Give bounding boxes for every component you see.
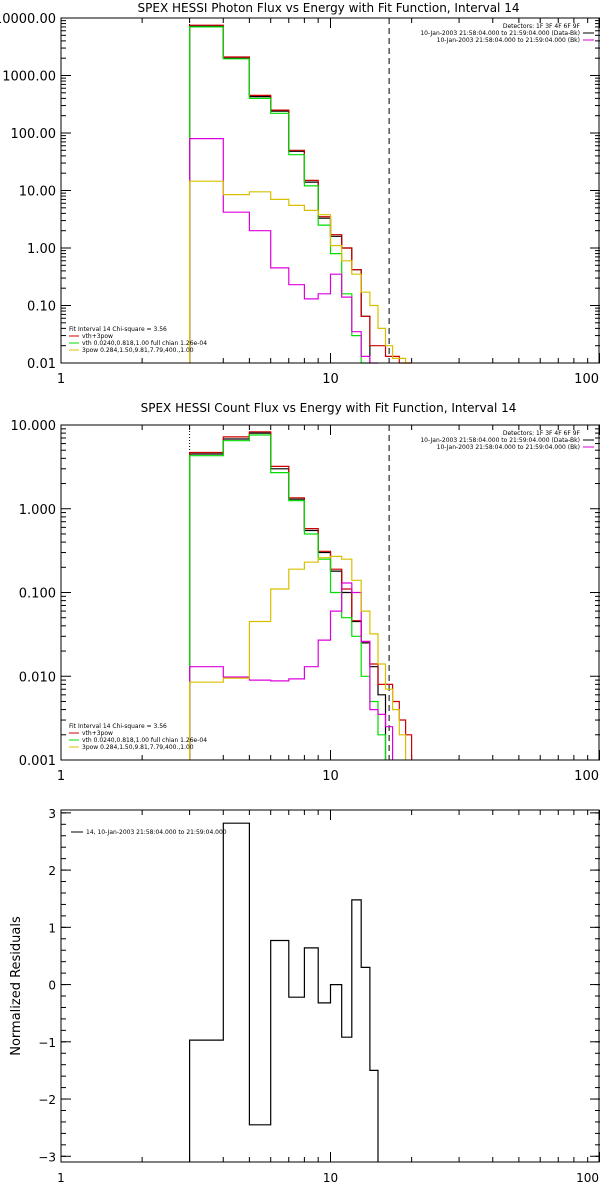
legend-entry: vth+3pow (82, 730, 113, 737)
y-tick-label: 0.100 (19, 587, 56, 602)
y-tick-label: 1000.00 (2, 70, 56, 85)
y-tick-label: −1 (38, 1036, 56, 1050)
y-tick-label: 100.00 (11, 127, 57, 142)
y-tick-label: 10000.00 (0, 12, 56, 27)
series-black-histogram (189, 25, 371, 363)
y-tick-label: 0.001 (19, 754, 56, 769)
y-tick-label: 3 (48, 807, 56, 821)
y-tick-label: 1 (48, 921, 56, 935)
legend-entry: 10-Jan-2003 21:58:04.000 to 21:59:04.000… (437, 444, 580, 451)
series-yellow-histogram (189, 555, 407, 760)
legend-entry: 10-Jan-2003 21:58:04.000 to 21:59:04.000… (420, 437, 580, 444)
legend-entry: vth 0.0240,0.818,1.00 full chian 1.26e-0… (82, 340, 207, 347)
y-tick-label: 0 (48, 979, 56, 993)
x-tick-label: 1 (57, 372, 65, 387)
legend-entry: 14, 10-Jan-2003 21:58:04.000 to 21:59:04… (86, 829, 227, 836)
chart-title: SPEX HESSI Count Flux vs Energy with Fit… (141, 401, 517, 415)
x-tick-label: 10 (322, 769, 339, 784)
x-tick-label: 1 (57, 1171, 65, 1185)
y-tick-label: 10.00 (19, 185, 56, 200)
plot-frame (60, 17, 600, 364)
legend-entry: vth 0.0240,0.818,1.00 full chian 1.26e-0… (82, 737, 207, 744)
series-magenta-histogram (189, 138, 378, 364)
y-tick-label: −2 (38, 1093, 56, 1107)
y-tick-label: 0.010 (19, 670, 56, 685)
series-green-histogram (189, 26, 370, 364)
y-tick-label: 1.00 (27, 242, 56, 257)
series-yellow-histogram (189, 180, 412, 364)
legend-entry: 10-Jan-2003 21:58:04.000 to 21:59:04.000… (437, 37, 580, 44)
y-tick-label: 0.10 (27, 300, 56, 315)
series-red-histogram (189, 24, 412, 364)
chart-title: SPEX HESSI Photon Flux vs Energy with Fi… (138, 1, 520, 15)
legend-entry: vth+3pow (82, 333, 113, 340)
y-tick-label: −3 (38, 1150, 56, 1164)
x-tick-label: 100 (574, 769, 599, 784)
legend-entry: 3pow 0.284,1.50,9.81,7.79,400.,1.00 (82, 347, 194, 354)
legend-fit-info: Fit Interval 14 Chi-square = 3.56 (69, 326, 167, 333)
series-magenta-histogram (189, 582, 394, 760)
plot-frame (60, 809, 600, 1163)
y-tick-label: 0.01 (27, 357, 56, 372)
legend-entry: 10-Jan-2003 21:58:04.000 to 21:59:04.000… (420, 30, 580, 37)
series-black-histogram (189, 432, 387, 760)
y-axis-label: Normalized Residuals (9, 916, 24, 1056)
x-tick-label: 1 (57, 769, 65, 784)
x-tick-label: 100 (576, 1171, 599, 1185)
legend-fit-info: Fit Interval 14 Chi-square = 3.56 (69, 723, 167, 730)
x-tick-label: 10 (322, 372, 339, 387)
plot-frame (60, 424, 600, 761)
legend-detectors: Detectors: 1F 3F 4F 6F 9F (503, 23, 581, 30)
y-tick-label: 1.000 (19, 503, 56, 518)
legend-detectors: Detectors: 1F 3F 4F 6F 9F (503, 430, 581, 437)
series-black-histogram (189, 822, 379, 1162)
x-tick-label: 10 (323, 1171, 338, 1185)
y-tick-label: 10.000 (11, 419, 57, 434)
x-tick-label: 100 (574, 372, 599, 387)
series-green-histogram (189, 434, 387, 760)
y-tick-label: 2 (48, 864, 56, 878)
legend-entry: 3pow 0.284,1.50,9.81,7.79,400.,1.00 (82, 744, 194, 751)
